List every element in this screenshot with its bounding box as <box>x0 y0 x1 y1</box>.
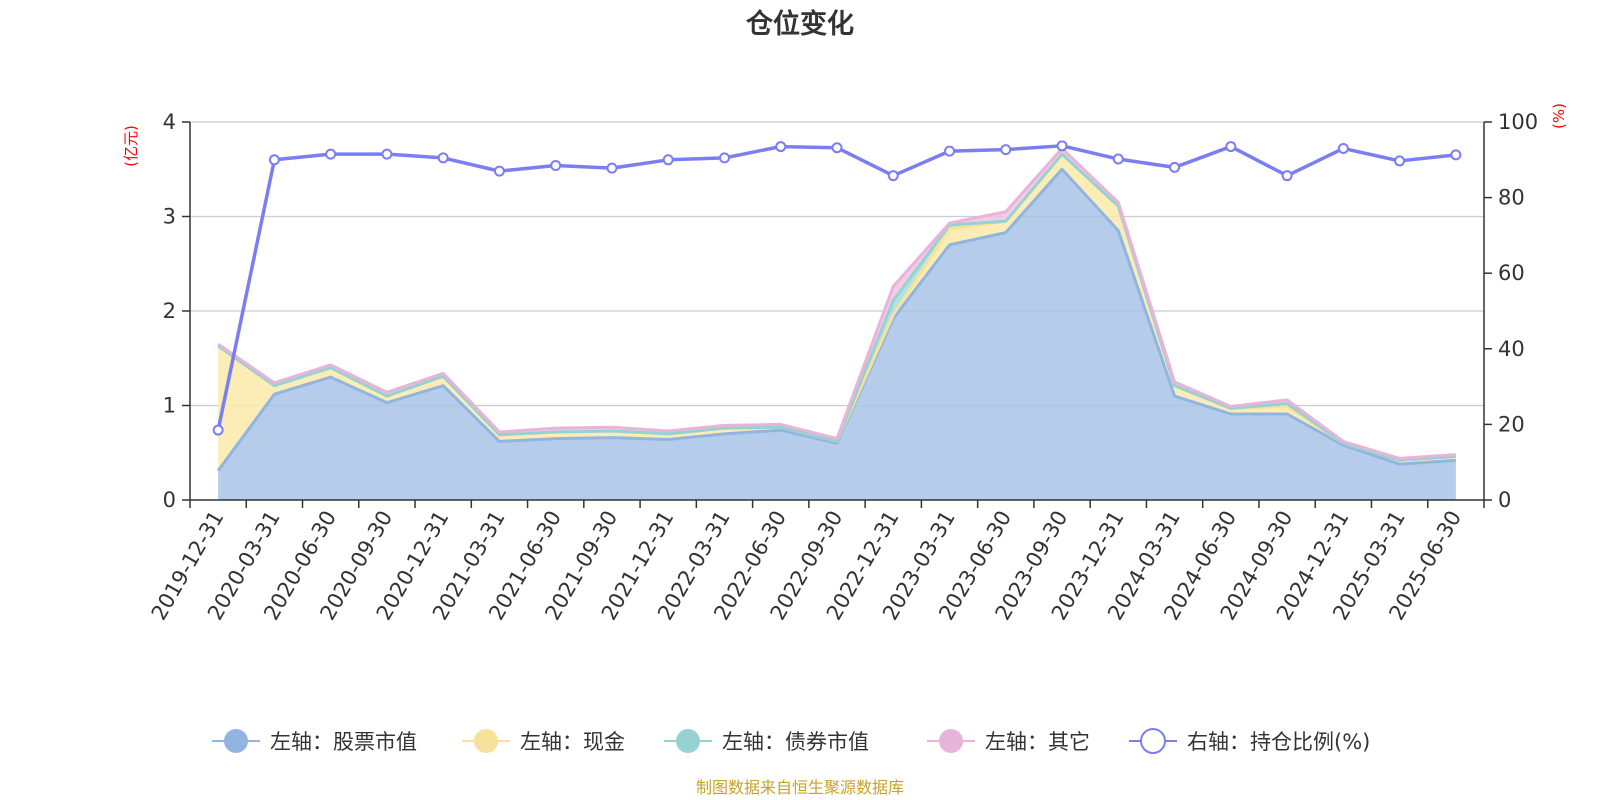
ratio-point <box>718 152 730 164</box>
left-tick-label: 0 <box>163 488 176 512</box>
ratio-point <box>268 154 280 166</box>
ratio-point <box>212 424 224 436</box>
left-tick-label: 4 <box>163 110 176 134</box>
left-axis-unit: (亿元) <box>122 125 140 167</box>
right-tick-label: 0 <box>1498 488 1511 512</box>
right-tick-label: 60 <box>1498 261 1525 285</box>
left-tick-label: 2 <box>163 299 176 323</box>
ratio-point <box>944 145 956 157</box>
ratio-point <box>381 148 393 160</box>
source-note: 制图数据来自恒生聚源数据库 <box>696 778 904 797</box>
legend-item: 左轴：债券市值 <box>664 729 869 754</box>
ratio-point <box>775 141 787 153</box>
legend-item: 左轴：股票市值 <box>212 729 417 754</box>
grid-lines <box>190 121 1484 407</box>
legend-item: 右轴：持仓比例(%) <box>1129 728 1370 754</box>
ratio-point <box>493 165 505 177</box>
right-tick-label: 80 <box>1498 186 1525 210</box>
ratio-point <box>325 148 337 160</box>
left-tick-label: 1 <box>163 394 176 418</box>
x-axis-tick-labels: 2019-12-312020-03-312020-06-302020-09-30… <box>147 507 1467 625</box>
ratio-point <box>887 170 899 182</box>
area-line-左轴：股票市值 <box>216 167 1456 472</box>
legend-marker <box>939 729 963 753</box>
left-tick-label: 3 <box>163 205 176 229</box>
ratio-point <box>1056 140 1068 152</box>
ratio-point <box>1337 142 1349 154</box>
left-axis-tick-labels: 0 1 2 3 4 <box>163 110 176 512</box>
right-tick-label: 100 <box>1498 110 1538 134</box>
ratio-point <box>1281 170 1293 182</box>
position-ratio-line <box>212 140 1462 436</box>
ratio-point <box>1225 141 1237 153</box>
legend-label: 右轴：持仓比例(%) <box>1187 730 1370 754</box>
legend-label: 左轴：现金 <box>520 730 625 754</box>
stacked-areas <box>216 146 1456 500</box>
legend-marker <box>224 729 248 753</box>
chart-title: 仓位变化 <box>745 8 854 40</box>
ratio-point <box>1112 153 1124 165</box>
ratio-point <box>831 142 843 154</box>
legend-label: 左轴：股票市值 <box>270 730 417 754</box>
ratio-point <box>1394 155 1406 167</box>
ratio-point <box>550 159 562 171</box>
ratio-point <box>1169 161 1181 173</box>
ratio-point <box>1000 144 1012 156</box>
legend-marker <box>676 729 700 753</box>
ratio-point <box>662 154 674 166</box>
legend-item: 左轴：其它 <box>927 729 1090 754</box>
legend: 左轴：股票市值 左轴：现金 左轴：债券市值 左轴：其它 右轴：持仓比例(%) <box>212 728 1370 754</box>
ratio-point <box>1450 149 1462 161</box>
ratio-point <box>437 152 449 164</box>
area-line-左轴：其它 <box>217 146 1456 460</box>
ratio-point <box>606 162 618 174</box>
right-tick-label: 20 <box>1498 412 1525 436</box>
legend-marker <box>474 729 498 753</box>
legend-marker <box>1140 728 1166 754</box>
area-左轴：股票市值 <box>218 169 1456 500</box>
right-axis-unit: (%) <box>1550 103 1568 129</box>
legend-label: 左轴：其它 <box>985 730 1090 754</box>
right-axis-tick-labels: 0 20 40 60 80 100 <box>1498 110 1538 512</box>
right-tick-label: 40 <box>1498 337 1525 361</box>
legend-label: 左轴：债券市值 <box>722 730 869 754</box>
axes <box>182 121 1492 508</box>
legend-item: 左轴：现金 <box>462 729 625 754</box>
area-line-左轴：债券市值 <box>217 152 1456 462</box>
